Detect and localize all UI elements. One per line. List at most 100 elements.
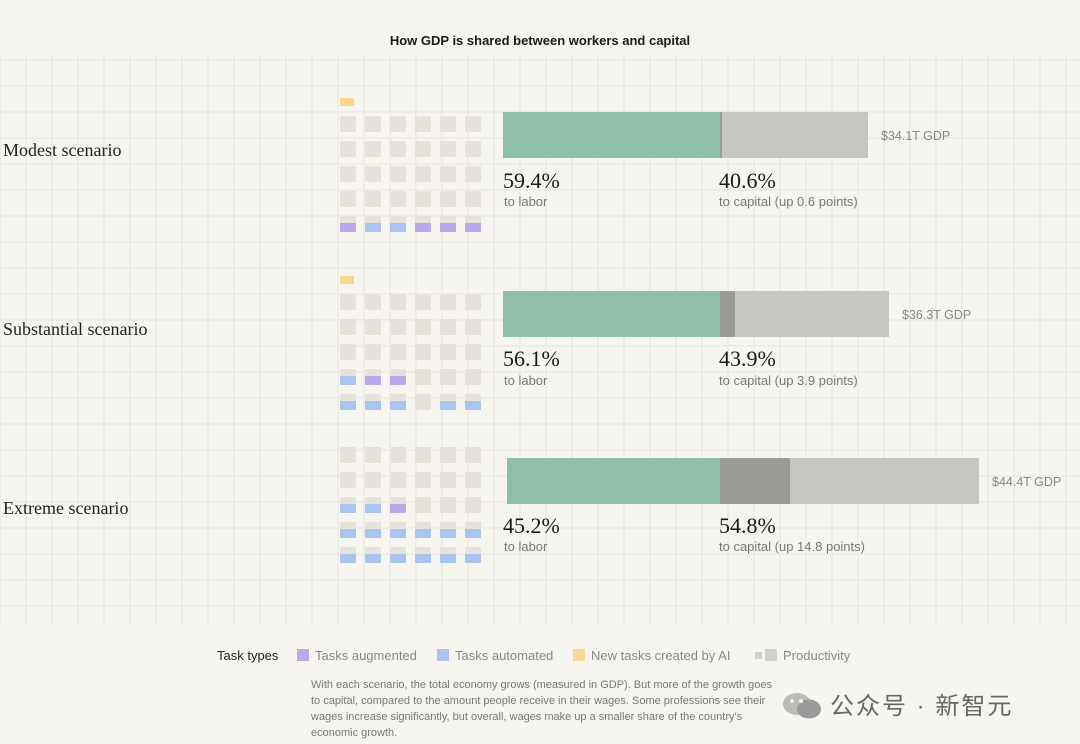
productivity-tile (465, 319, 481, 335)
productivity-tile (415, 394, 431, 410)
productivity-tile (440, 294, 456, 310)
automated-task-tile (340, 369, 356, 385)
automated-task-tile (365, 497, 381, 513)
productivity-tile (340, 166, 356, 182)
productivity-tile (365, 191, 381, 207)
gdp-bar-substantial (503, 291, 889, 337)
automated-task-tile (340, 547, 356, 563)
productivity-tile (390, 166, 406, 182)
gdp-label-modest: $34.1T GDP (881, 129, 951, 143)
labor-sub-substantial: to labor (504, 373, 548, 388)
gdp-label-extreme: $44.4T GDP (992, 475, 1062, 489)
capital-value-extreme: 54.8% (719, 513, 776, 538)
automated-task-tile (465, 522, 481, 538)
labor-value-substantial: 56.1% (503, 346, 560, 371)
productivity-tile (390, 141, 406, 157)
new-task-tile (340, 276, 354, 284)
augmented-task-tile (390, 497, 406, 513)
augmented-task-tile (415, 216, 431, 232)
productivity-tile (440, 447, 456, 463)
productivity-tile (340, 191, 356, 207)
chart-title: How GDP is shared between workers and ca… (389, 33, 691, 48)
productivity-tile (390, 116, 406, 132)
productivity-tile (465, 447, 481, 463)
augmented-task-tile (465, 216, 481, 232)
productivity-tile (465, 369, 481, 385)
productivity-tile (340, 294, 356, 310)
legend-item-augmented: Tasks augmented (297, 648, 417, 663)
automated-task-tile (340, 522, 356, 538)
productivity-tile (340, 141, 356, 157)
productivity-tile (440, 369, 456, 385)
productivity-tile (440, 497, 456, 513)
productivity-tile (365, 344, 381, 360)
capital-increase-segment (719, 112, 722, 158)
automated-task-tile (340, 394, 356, 410)
productivity-tile (365, 141, 381, 157)
capital-sub-modest: to capital (up 0.6 points) (719, 194, 858, 209)
productivity-tile (465, 191, 481, 207)
productivity-tile (415, 294, 431, 310)
gdp-label-substantial: $36.3T GDP (902, 308, 972, 322)
automated-task-tile (440, 522, 456, 538)
productivity-tile (415, 116, 431, 132)
productivity-tile (440, 166, 456, 182)
labor-value-extreme: 45.2% (503, 513, 560, 538)
productivity-tile (390, 447, 406, 463)
productivity-tile (340, 116, 356, 132)
scenario-label-substantial: Substantial scenario (3, 319, 148, 339)
productivity-tile (465, 472, 481, 488)
scenario-label-modest: Modest scenario (3, 140, 122, 160)
automated-task-tile (365, 216, 381, 232)
automated-task-tile (415, 547, 431, 563)
augmented-task-tile (340, 216, 356, 232)
productivity-tile (440, 344, 456, 360)
caption-text: With each scenario, the total economy gr… (311, 679, 772, 739)
capital-segment (790, 458, 979, 504)
swatch-productivity (765, 649, 777, 661)
automated-task-tile (340, 497, 356, 513)
productivity-tile (415, 319, 431, 335)
productivity-tile (440, 319, 456, 335)
productivity-tile (415, 369, 431, 385)
automated-task-tile (440, 394, 456, 410)
productivity-tile (465, 344, 481, 360)
automated-task-tile (415, 522, 431, 538)
productivity-tile (415, 497, 431, 513)
labor-sub-extreme: to labor (504, 539, 548, 554)
labor-segment (507, 458, 721, 504)
productivity-tile (390, 472, 406, 488)
task-tiles-extreme (338, 447, 488, 577)
productivity-tile (440, 141, 456, 157)
automated-task-tile (465, 547, 481, 563)
swatch-augmented (297, 649, 309, 661)
productivity-tile (465, 116, 481, 132)
productivity-tile (415, 191, 431, 207)
productivity-tile (440, 472, 456, 488)
task-tiles-modest (338, 96, 488, 241)
capital-segment (722, 112, 868, 158)
productivity-tile (465, 497, 481, 513)
gdp-bar-extreme (507, 458, 979, 504)
legend-item-automated: Tasks automated (437, 648, 553, 663)
new-task-tile (340, 98, 354, 106)
swatch-new-tasks (573, 649, 585, 661)
task-tiles-substantial (338, 274, 488, 419)
productivity-tile (415, 141, 431, 157)
productivity-tile (365, 166, 381, 182)
productivity-tile (365, 294, 381, 310)
productivity-tile (390, 191, 406, 207)
automated-task-tile (365, 394, 381, 410)
productivity-tile (415, 166, 431, 182)
swatch-productivity-small (755, 652, 762, 659)
capital-segment (734, 291, 889, 337)
productivity-tile (365, 116, 381, 132)
legend-item-productivity: Productivity (755, 648, 850, 663)
labor-value-modest: 59.4% (503, 168, 560, 193)
productivity-tile (365, 472, 381, 488)
productivity-tile (415, 472, 431, 488)
automated-task-tile (390, 394, 406, 410)
productivity-tile (440, 116, 456, 132)
automated-task-tile (365, 522, 381, 538)
swatch-automated (437, 649, 449, 661)
